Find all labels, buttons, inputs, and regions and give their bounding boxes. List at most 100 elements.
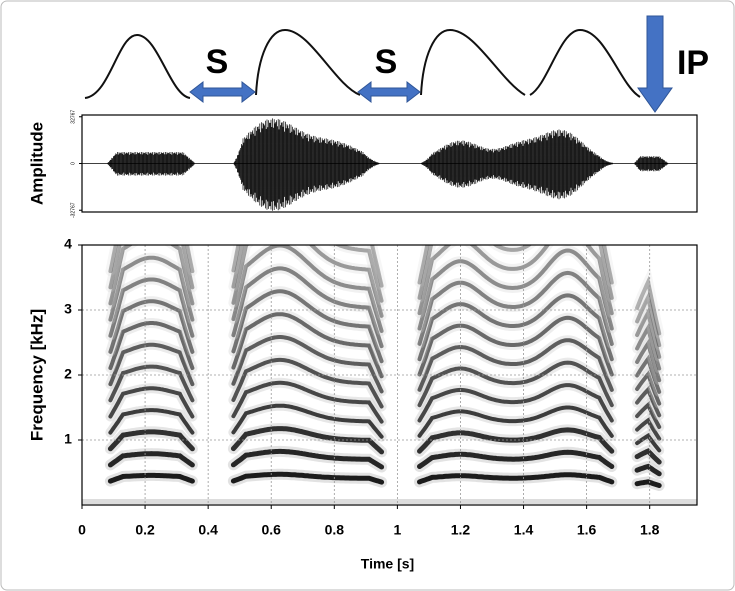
x-tick-label: 1.8 [640, 522, 660, 538]
harmonic [231, 245, 384, 318]
harmonic [635, 307, 662, 359]
harmonic [635, 385, 662, 418]
harmonic [108, 321, 195, 370]
y-tick-label: -32767 [70, 202, 76, 218]
harmonic [417, 449, 615, 469]
harmonic [635, 291, 662, 348]
contour [255, 28, 361, 96]
harmonic [635, 338, 662, 383]
harmonic [230, 426, 385, 455]
harmonic [635, 354, 662, 394]
harmonic [108, 408, 195, 435]
harmonic [228, 245, 387, 336]
annotation: IP [677, 44, 709, 82]
harmonic [414, 245, 617, 334]
harmonic [417, 405, 614, 438]
x-tick-label: 1.6 [577, 522, 597, 538]
harmonic [417, 248, 614, 331]
x-tick-label: 1.2 [451, 522, 471, 538]
harmonic [105, 252, 198, 325]
harmonic [107, 451, 195, 468]
harmonic [635, 401, 662, 429]
arrows [189, 15, 673, 113]
plot-frame [81, 244, 698, 506]
spectrogram-panel: 0 0.2 0.4 0.6 0.8 1 1.2 1.4 1.6 1.8 1 2 3 4 Time [s] Fr… [27, 236, 698, 572]
y-tick-label: 4 [64, 236, 72, 252]
x-tick-label: 0.4 [198, 522, 218, 538]
x-tick-label: 1 [393, 522, 401, 538]
x-tick-label: 0.2 [135, 522, 155, 538]
harmonic [632, 282, 665, 351]
x-tick-label: 0.8 [325, 522, 345, 538]
harmonic [417, 383, 614, 423]
harmonic [228, 245, 387, 306]
harmonic [632, 266, 665, 339]
harmonic [417, 338, 614, 392]
harmonic [635, 417, 662, 441]
harmonic [108, 277, 195, 338]
harmonic [231, 380, 384, 424]
x-axis-label: Time [s] [361, 556, 414, 572]
harmonic [231, 335, 384, 394]
contour [420, 28, 526, 96]
contour [529, 28, 641, 98]
harmonic [108, 255, 195, 322]
harmonic [107, 429, 195, 452]
harmonic [108, 342, 195, 387]
harmonics [104, 245, 665, 491]
harmonic [230, 448, 385, 470]
harmonic [231, 289, 384, 364]
harmonic [632, 299, 665, 362]
harmonic [417, 472, 615, 485]
y-tick-label: 1 [64, 431, 72, 447]
y-axis-label: Amplitude [27, 122, 46, 205]
harmonic [107, 472, 195, 484]
harmonic [105, 245, 198, 309]
down-arrow [637, 15, 673, 113]
harmonic [231, 245, 384, 333]
harmonic [417, 315, 614, 377]
annotation: S [206, 43, 229, 81]
harmonic [634, 479, 662, 488]
harmonic [231, 266, 384, 349]
harmonic [417, 270, 614, 346]
harmonic [417, 245, 614, 300]
double-arrow [357, 80, 421, 104]
y-tick-label: 3 [64, 301, 72, 317]
harmonic [108, 386, 195, 419]
harmonic [635, 275, 662, 336]
harmonic [417, 245, 614, 316]
y-tick-label: 0 [70, 162, 76, 165]
harmonic [108, 245, 195, 306]
harmonic [417, 360, 614, 408]
harmonic [231, 312, 384, 379]
pitch-contours [84, 28, 641, 99]
harmonic [635, 322, 662, 371]
harmonic [108, 364, 195, 403]
noise-floor [82, 499, 697, 504]
harmonic [634, 463, 662, 477]
contour [84, 33, 191, 99]
harmonic [231, 403, 384, 439]
harmonic [414, 245, 617, 303]
harmonic [635, 370, 662, 406]
harmonic [414, 245, 617, 319]
harmonic [632, 315, 665, 374]
x-tick-label: 1.4 [514, 522, 534, 538]
harmonic [230, 471, 385, 485]
harmonic [417, 293, 614, 362]
harmonic [231, 245, 384, 303]
harmonic [634, 448, 662, 465]
harmonic [108, 299, 195, 354]
waveform-trace [107, 118, 669, 211]
annotation: S [375, 43, 398, 81]
double-arrow [189, 80, 256, 104]
harmonic [635, 433, 662, 453]
y-tick-label: 32767 [70, 110, 76, 124]
x-tick-label: 0.6 [261, 522, 281, 538]
waveform-panel: Amplitude 32767 0 -32767 [27, 110, 698, 218]
y-tick-label: 2 [64, 366, 72, 382]
harmonic [231, 357, 384, 409]
harmonic [228, 245, 387, 321]
